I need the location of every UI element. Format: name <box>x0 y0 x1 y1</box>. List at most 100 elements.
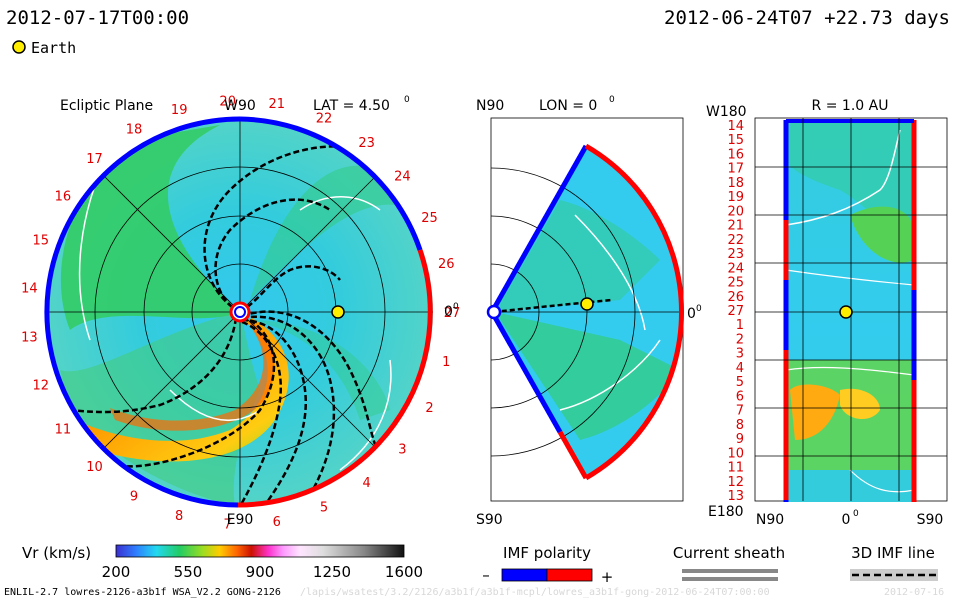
radial-y-label: 11 <box>727 461 744 476</box>
meridional-right-label: 0 <box>687 306 696 322</box>
rim-label: 25 <box>421 211 438 226</box>
current-sheath-title: Current sheath <box>673 544 785 562</box>
contour-line <box>786 269 914 286</box>
meridional-edge-negative <box>489 144 589 314</box>
colorbar-tick: 550 <box>174 563 203 581</box>
green-band <box>495 312 680 440</box>
run-date-tail: 2012-07-16 <box>884 587 944 598</box>
contour-line <box>574 214 646 331</box>
radial-title: R = 1.0 AU <box>812 98 889 114</box>
radial-y-label: 22 <box>727 233 744 248</box>
radial-y-label: 9 <box>736 432 744 447</box>
contour-line <box>169 389 261 422</box>
radial-x-label-zero: 0 <box>842 512 851 528</box>
imf-polarity-legend: IMF polarity – + <box>482 544 613 586</box>
imf-line <box>239 265 341 314</box>
ecliptic-lat-degree: 0 <box>404 95 410 105</box>
rim-label: 7 <box>224 518 232 533</box>
imf-line <box>493 298 613 314</box>
radial-bottom-left-label: E180 <box>708 504 744 520</box>
rim-label: 27 <box>444 306 461 321</box>
ecliptic-lat-label: LAT = 4.50 <box>313 98 390 114</box>
radial-y-label: 13 <box>727 489 744 504</box>
ecliptic-title: Ecliptic Plane <box>60 98 153 114</box>
earth-legend-label: Earth <box>31 39 76 57</box>
earth-marker <box>839 305 853 319</box>
radial-y-label: 19 <box>727 190 744 205</box>
rim-label: 24 <box>394 170 411 185</box>
radial-y-label: 27 <box>727 304 744 319</box>
ecliptic-top-label: W90 <box>224 98 256 114</box>
green-patch <box>786 120 914 223</box>
radial-y-label: 3 <box>736 347 744 362</box>
rim-label: 14 <box>21 281 38 296</box>
orange-patch <box>840 388 880 420</box>
rim-label: 18 <box>126 122 143 137</box>
rim-label: 23 <box>358 136 375 151</box>
radial-y-label: 4 <box>736 361 744 376</box>
run-path: /lapis/wsatest/3.2/2126/a3b1f/a3b1f-mcpl… <box>300 587 770 598</box>
rim-label: 16 <box>55 190 72 205</box>
radial-y-label: 20 <box>727 204 744 219</box>
radial-x-label-north: N90 <box>756 512 784 528</box>
colorbar-tick: 900 <box>246 563 275 581</box>
imf-plus-label: + <box>601 568 614 586</box>
rim-label: 5 <box>320 501 328 516</box>
radial-y-label: 25 <box>727 276 744 291</box>
imf-positive-swatch <box>546 568 593 582</box>
rim-label: 2 <box>425 401 433 416</box>
radial-y-label: 23 <box>727 247 744 262</box>
earth-legend-icon <box>12 40 26 54</box>
blue-patch <box>786 470 914 502</box>
radial-y-label: 18 <box>727 176 744 191</box>
rim-label: 8 <box>175 509 183 524</box>
rim-negative-polarity <box>239 116 423 251</box>
imf-line <box>241 310 382 456</box>
earth-marker <box>331 305 345 319</box>
radial-panel: 1415161718192021222324252627123456789101… <box>706 98 948 528</box>
meridional-bottom-label: S90 <box>476 512 503 528</box>
radial-y-label: 17 <box>727 162 744 177</box>
imf-line <box>236 320 283 505</box>
imf-line-legend: 3D IMF line <box>850 544 938 581</box>
radial-y-label: 14 <box>727 119 744 134</box>
radial-y-label: 5 <box>736 375 744 390</box>
radial-x-label-south: S90 <box>917 512 944 528</box>
imf-line <box>119 314 276 468</box>
rim-label: 21 <box>269 97 286 112</box>
rim-label: 9 <box>130 490 138 505</box>
sun-inner-boundary <box>234 306 246 318</box>
colorbar-gradient <box>115 544 405 558</box>
colorbar-tick: 1250 <box>313 563 351 581</box>
radial-y-labels: 1415161718192021222324252627123456789101… <box>727 119 744 504</box>
contour-line <box>786 366 914 376</box>
radial-y-label: 15 <box>727 133 744 148</box>
rim-label: 4 <box>362 476 370 491</box>
current-sheath-swatch <box>682 577 778 581</box>
contour-line <box>339 359 392 471</box>
radial-y-label: 26 <box>727 290 744 305</box>
imf-line <box>241 315 336 496</box>
rim-label: 26 <box>438 257 455 272</box>
rim-label: 20 <box>219 94 236 109</box>
colorbar-tick: 1600 <box>385 563 423 581</box>
meridional-edge-positive <box>557 430 589 480</box>
contour-line <box>559 339 661 411</box>
rim-label: 15 <box>33 234 50 249</box>
rim-label: 17 <box>86 152 103 167</box>
imf-line-swatch-bg <box>850 569 938 581</box>
earth-marker <box>580 297 594 311</box>
imf-polarity-title: IMF polarity <box>503 544 591 562</box>
rim-label: 13 <box>21 331 38 346</box>
ecliptic-bottom-label: E90 <box>227 512 254 528</box>
meridional-title: LON = 0 <box>539 98 597 114</box>
rim-label: 12 <box>33 379 50 394</box>
rim-label: 6 <box>273 515 281 530</box>
rim-label: 3 <box>398 442 406 457</box>
meridional-right-degree: 0 <box>696 304 702 314</box>
imf-negative-swatch <box>501 568 548 582</box>
model-info: ENLIL-2.7 lowres-2126-a3b1f WSA_V2.2 GON… <box>4 587 281 598</box>
rim-positive-polarity <box>237 249 433 508</box>
radial-y-label: 1 <box>736 318 744 333</box>
